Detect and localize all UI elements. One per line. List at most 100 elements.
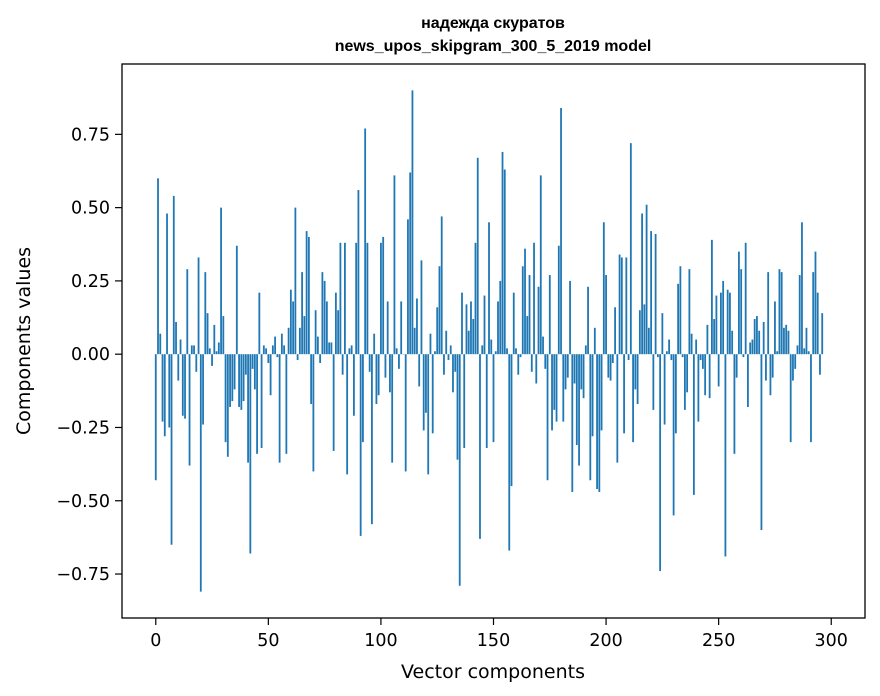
bar	[359, 354, 362, 536]
bar	[316, 336, 319, 355]
bar	[269, 354, 272, 396]
bar	[258, 292, 261, 355]
bar	[618, 254, 621, 355]
bar	[704, 354, 707, 396]
bar	[391, 354, 394, 463]
bar	[449, 345, 452, 355]
bar	[771, 354, 774, 378]
bar	[346, 354, 349, 475]
bar	[247, 354, 249, 463]
bar	[222, 316, 225, 355]
bar	[181, 354, 184, 416]
bar	[724, 354, 727, 557]
bar	[364, 128, 367, 355]
bar	[386, 301, 389, 355]
bar	[679, 266, 682, 355]
bar	[488, 222, 490, 355]
bar	[332, 354, 335, 451]
bar	[177, 354, 180, 381]
bar	[193, 345, 195, 355]
bar	[711, 239, 713, 355]
bar	[656, 354, 659, 358]
bar	[665, 351, 668, 355]
bar	[812, 272, 815, 355]
y-axis-label: Components values	[13, 247, 35, 435]
bar	[375, 354, 378, 405]
bar	[641, 213, 643, 355]
bar	[530, 354, 533, 372]
bar	[562, 354, 565, 422]
bar	[161, 354, 164, 422]
bar	[323, 280, 326, 355]
bar	[555, 354, 558, 422]
bar	[578, 354, 580, 466]
bar	[602, 222, 605, 355]
bar	[688, 269, 691, 355]
bar	[404, 354, 407, 472]
bar	[267, 354, 270, 363]
bar	[483, 295, 486, 355]
bar	[722, 280, 725, 355]
bar	[726, 289, 729, 355]
bar	[713, 319, 716, 355]
bar	[787, 330, 790, 355]
bar	[348, 348, 351, 355]
bar	[452, 354, 454, 393]
y-tick-label: −0.50	[56, 492, 110, 512]
bar	[744, 242, 747, 355]
bar	[310, 354, 313, 405]
bar	[690, 333, 693, 355]
bar	[465, 304, 468, 355]
bar	[425, 354, 427, 413]
bar	[395, 348, 398, 355]
bar	[353, 354, 355, 416]
bar	[231, 354, 234, 402]
bar	[785, 324, 788, 355]
bar	[434, 351, 436, 355]
bar	[476, 157, 479, 355]
bar	[303, 316, 306, 355]
bar	[810, 354, 812, 443]
bar	[573, 354, 576, 384]
bar	[344, 242, 346, 355]
bar	[620, 257, 623, 355]
bar	[519, 354, 522, 358]
bar	[467, 330, 470, 355]
bar	[575, 354, 578, 446]
bar	[733, 354, 736, 454]
bar	[445, 330, 448, 355]
bar	[170, 354, 173, 545]
bar	[596, 354, 598, 490]
bar	[625, 257, 628, 355]
bar	[674, 354, 677, 434]
y-tick-label: 0.25	[71, 272, 110, 292]
bar	[472, 319, 475, 355]
bar	[587, 286, 589, 355]
bar	[357, 190, 360, 355]
bar	[801, 222, 803, 355]
bar	[670, 354, 673, 361]
bar	[440, 216, 443, 355]
bar	[458, 354, 461, 586]
bar	[627, 354, 630, 361]
bar	[634, 354, 637, 390]
x-tick-label: 200	[589, 631, 622, 651]
x-tick-label: 100	[364, 631, 397, 651]
bar	[422, 354, 425, 431]
bar	[413, 327, 416, 355]
bar	[499, 280, 502, 355]
bar	[280, 333, 283, 355]
bar	[749, 342, 752, 355]
bar	[663, 354, 666, 425]
bar	[751, 339, 754, 355]
bar	[337, 310, 340, 355]
y-tick-label: 0.75	[71, 125, 110, 145]
bar	[517, 354, 520, 375]
bar	[569, 280, 571, 355]
bar	[235, 245, 238, 355]
bar	[163, 354, 166, 437]
bar	[411, 90, 414, 355]
bar	[798, 275, 801, 355]
bar	[474, 242, 477, 355]
bar	[186, 269, 189, 355]
